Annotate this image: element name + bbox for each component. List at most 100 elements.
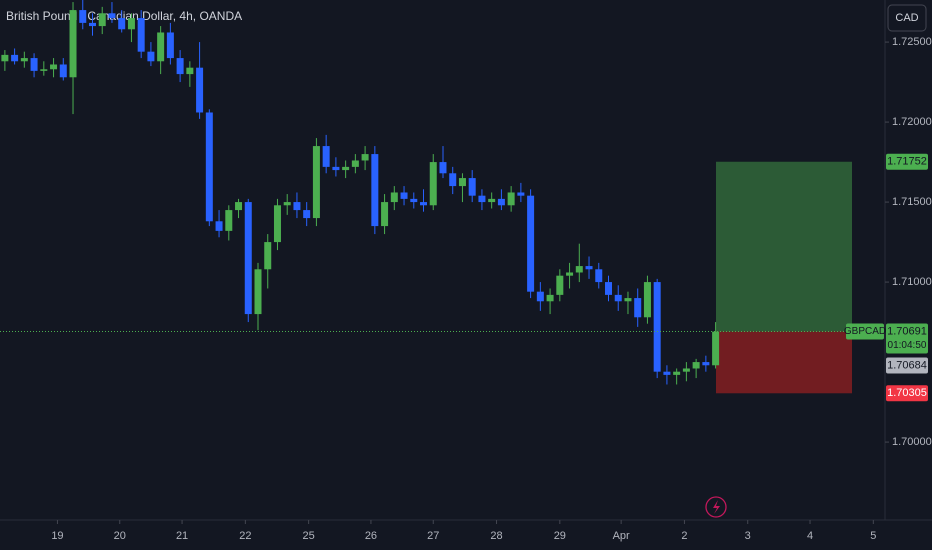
candle-body: [205, 112, 213, 222]
last-price-label: 1.70691: [887, 325, 927, 337]
candle-body: [575, 266, 583, 273]
candle-body: [712, 331, 720, 366]
symbol-label-bg: [846, 323, 884, 340]
candle-body: [556, 275, 564, 295]
candle-body: [69, 10, 77, 78]
candle-body: [517, 192, 525, 196]
sl-label: 1.70305: [887, 387, 927, 399]
candle-body: [663, 371, 671, 375]
candle-body: [254, 269, 262, 315]
x-tick-label: 20: [114, 530, 126, 542]
candle-body: [176, 58, 184, 75]
candle-body: [702, 362, 710, 366]
candle-body: [420, 202, 428, 206]
candle-body: [215, 221, 223, 231]
y-tick-label: 1.70000: [892, 436, 932, 448]
candle-body: [488, 198, 496, 203]
candle-body: [293, 202, 301, 211]
chart-title: British Pound / Canadian Dollar, 4h, OAN…: [6, 9, 242, 23]
candle-body: [166, 32, 174, 59]
candle-body: [137, 18, 145, 52]
candle-body: [11, 54, 19, 62]
candle-body: [244, 202, 252, 315]
candle-body: [673, 371, 681, 375]
x-tick-label: 2: [681, 530, 687, 542]
candle-body: [381, 202, 389, 227]
candle-body: [283, 202, 291, 206]
y-tick-label: 1.72000: [892, 116, 932, 128]
candle-body: [458, 178, 466, 187]
currency-button[interactable]: [887, 4, 927, 32]
alert-icon[interactable]: [705, 496, 727, 518]
candle-body: [585, 266, 593, 270]
candle-body: [108, 13, 116, 19]
candle-body: [478, 195, 486, 203]
candle-body: [59, 64, 67, 78]
x-tick-label: 26: [365, 530, 377, 542]
candle-body: [390, 192, 398, 203]
alert-bolt: [713, 500, 720, 514]
candle-body: [400, 192, 408, 199]
y-tick-label: 1.71000: [892, 276, 932, 288]
candle-body: [235, 202, 243, 211]
candle-body: [468, 178, 476, 196]
countdown-label: 01:04:50: [888, 340, 927, 351]
candle-body: [225, 210, 233, 231]
candle-body: [264, 242, 272, 270]
candle-body: [273, 205, 281, 243]
candle-body: [527, 195, 535, 292]
candle-body: [614, 294, 622, 302]
candle-body: [536, 291, 544, 302]
candle-body: [546, 294, 554, 302]
loss-zone: [716, 331, 852, 394]
x-tick-label: 4: [807, 530, 813, 542]
tp-label: 1.71752: [887, 156, 927, 168]
currency-label[interactable]: CAD: [895, 12, 918, 24]
x-tick-label: 5: [870, 530, 876, 542]
candle-body: [147, 51, 155, 62]
candle-body: [351, 160, 359, 167]
candle-body: [410, 198, 418, 203]
candle-body: [1, 54, 9, 62]
candle-body: [303, 210, 311, 219]
candle-body: [439, 162, 447, 174]
x-tick-label: 21: [176, 530, 188, 542]
bid-label: 1.70684: [887, 359, 927, 371]
x-tick-label: 3: [745, 530, 751, 542]
candle-body: [88, 22, 96, 27]
candle-body: [79, 10, 87, 23]
candle-body: [40, 69, 48, 71]
candle-body: [429, 162, 437, 206]
candle-body: [449, 173, 457, 187]
tp-label-bg: [886, 153, 928, 170]
candle-body: [507, 192, 515, 206]
candle-body: [566, 272, 574, 276]
candle-body: [497, 198, 505, 206]
candle-body: [332, 166, 340, 171]
candle-body: [361, 154, 369, 161]
candle-body: [20, 58, 28, 62]
x-tick-label: 27: [427, 530, 439, 542]
candle-body: [157, 32, 165, 62]
x-tick-label: 25: [303, 530, 315, 542]
candle-body: [322, 146, 330, 167]
candle-body: [98, 13, 106, 27]
candle-body: [30, 58, 38, 71]
candle-body: [604, 282, 612, 295]
sl-label-bg: [886, 385, 928, 402]
candle-body: [634, 298, 642, 318]
bid-label-bg: [886, 357, 928, 374]
candle-body: [682, 368, 690, 372]
candle-body: [118, 18, 126, 30]
candle-body: [643, 282, 651, 318]
candle-body: [371, 154, 379, 227]
y-tick-label: 1.71500: [892, 196, 932, 208]
x-tick-label: 22: [239, 530, 251, 542]
x-tick-label: 19: [51, 530, 63, 542]
candle-body: [196, 67, 204, 113]
profit-zone: [716, 161, 852, 332]
candle-body: [624, 298, 632, 302]
candle-body: [50, 64, 58, 70]
